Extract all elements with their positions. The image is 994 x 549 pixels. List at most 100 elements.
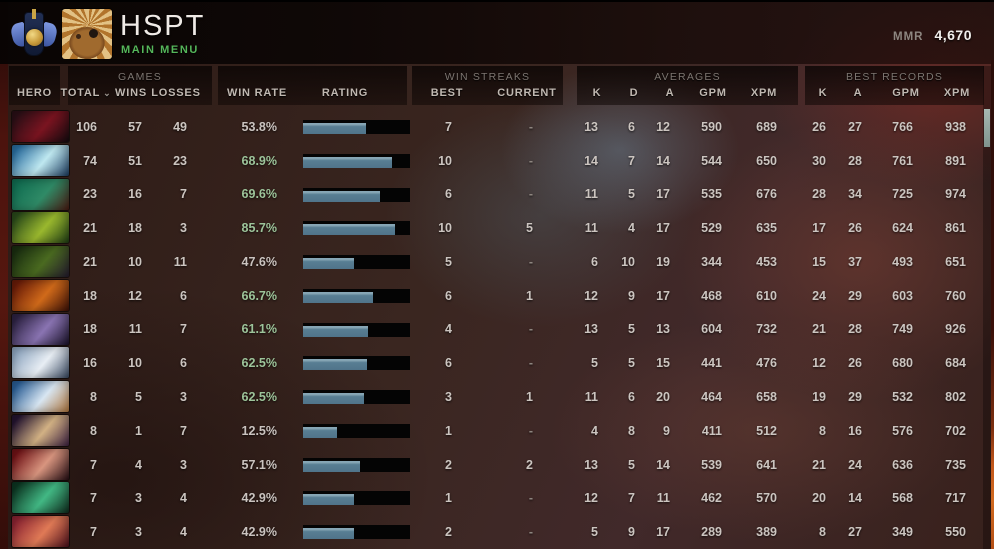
table-row[interactable]: 18 11 7 61.1% 4 - 13 5 13 604 732 21 28 … xyxy=(8,313,984,347)
cell-best-xpm: 702 xyxy=(945,423,966,438)
cell-total-games: 7 xyxy=(90,525,97,540)
column-header-win-rate[interactable]: WIN RATE xyxy=(227,87,287,99)
table-row[interactable]: 16 10 6 62.5% 6 - 5 5 15 441 476 12 26 6… xyxy=(8,346,984,380)
cell-total-games: 7 xyxy=(90,491,97,506)
rating-bar-fill xyxy=(303,426,338,438)
table-row[interactable]: 18 12 6 66.7% 6 1 12 9 17 468 610 24 29 … xyxy=(8,279,984,313)
rating-bar-fill xyxy=(303,359,368,371)
rating-bar-fill xyxy=(303,291,373,303)
rating-bar xyxy=(303,187,410,202)
column-header-best-xpm[interactable]: XPM xyxy=(943,87,971,99)
cell-avg-deaths: 7 xyxy=(628,491,635,506)
cell-avg-gpm: 535 xyxy=(701,187,722,202)
player-avatar[interactable] xyxy=(62,9,112,59)
hero-portrait[interactable] xyxy=(12,246,69,278)
cell-best-xpm: 717 xyxy=(945,491,966,506)
cell-avg-deaths: 5 xyxy=(628,322,635,337)
column-header-hero[interactable]: HERO xyxy=(17,87,52,99)
cell-best-assists: 24 xyxy=(848,457,862,472)
mmr-display: MMR 4,670 xyxy=(893,27,972,43)
hero-portrait[interactable] xyxy=(12,516,69,548)
cell-best-gpm: 761 xyxy=(892,153,913,168)
cell-current-streak: - xyxy=(528,153,533,168)
cell-wins: 1 xyxy=(135,423,142,438)
column-header-current-streak[interactable]: CURRENT xyxy=(497,87,557,99)
table-row[interactable]: 8 1 7 12.5% 1 - 4 8 9 411 512 8 16 576 7… xyxy=(8,414,984,448)
column-header-avg-deaths[interactable]: D xyxy=(629,87,639,99)
hero-portrait[interactable] xyxy=(12,178,69,210)
column-header-total[interactable]: TOTAL ⌄ xyxy=(46,87,126,99)
cell-current-streak: - xyxy=(528,356,533,371)
table-row[interactable]: 7 4 3 57.1% 2 2 13 5 14 539 641 21 24 63… xyxy=(8,448,984,482)
cell-total-games: 74 xyxy=(83,153,97,168)
column-header-rating[interactable]: RATING xyxy=(321,87,369,99)
table-row[interactable]: 74 51 23 68.9% 10 - 14 7 14 544 650 30 2… xyxy=(8,144,984,178)
cell-best-xpm: 938 xyxy=(945,119,966,134)
main-menu-link[interactable]: MAIN MENU xyxy=(121,44,199,56)
table-row[interactable]: 23 16 7 69.6% 6 - 11 5 17 535 676 28 34 … xyxy=(8,178,984,212)
hero-portrait[interactable] xyxy=(12,448,69,480)
cell-avg-xpm: 453 xyxy=(756,254,777,269)
scrollbar-thumb[interactable] xyxy=(984,109,990,147)
table-row[interactable]: 106 57 49 53.8% 7 - 13 6 12 590 689 26 2… xyxy=(8,110,984,144)
cell-losses: 4 xyxy=(180,525,187,540)
rating-bar-fill xyxy=(303,325,369,337)
header-block-winrate-rating xyxy=(218,66,407,105)
column-header-avg-gpm[interactable]: GPM xyxy=(699,87,727,99)
cell-current-streak: 5 xyxy=(526,221,533,236)
column-header-avg-assists[interactable]: A xyxy=(665,87,675,99)
cell-avg-gpm: 529 xyxy=(701,221,722,236)
table-row[interactable]: 21 10 11 47.6% 5 - 6 10 19 344 453 15 37… xyxy=(8,245,984,279)
table-row[interactable]: 8 5 3 62.5% 3 1 11 6 20 464 658 19 29 53… xyxy=(8,380,984,414)
cell-best-kills: 12 xyxy=(812,356,826,371)
cell-best-gpm: 576 xyxy=(892,423,913,438)
cell-avg-xpm: 570 xyxy=(756,491,777,506)
table-header: GAMES WIN STREAKS AVERAGES BEST RECORDS … xyxy=(8,66,984,105)
table-row[interactable]: 21 18 3 85.7% 10 5 11 4 17 529 635 17 26… xyxy=(8,211,984,245)
cell-wins: 3 xyxy=(135,491,142,506)
hero-portrait[interactable] xyxy=(12,381,69,413)
scrollbar-track[interactable] xyxy=(983,66,991,549)
column-header-avg-kills[interactable]: K xyxy=(592,87,602,99)
cell-avg-assists: 13 xyxy=(656,322,670,337)
cell-best-gpm: 603 xyxy=(892,288,913,303)
rating-bar xyxy=(303,423,410,438)
column-header-best-assists[interactable]: A xyxy=(853,87,863,99)
cell-best-streak: 6 xyxy=(445,187,452,202)
cell-avg-assists: 15 xyxy=(656,356,670,371)
hero-portrait[interactable] xyxy=(12,279,69,311)
column-header-losses[interactable]: LOSSES xyxy=(151,87,201,99)
cell-wins: 11 xyxy=(128,322,142,337)
column-header-avg-xpm[interactable]: XPM xyxy=(750,87,778,99)
hero-portrait[interactable] xyxy=(12,347,69,379)
hero-portrait[interactable] xyxy=(12,212,69,244)
cell-best-assists: 26 xyxy=(848,221,862,236)
cell-current-streak: - xyxy=(528,187,533,202)
header-block-best-records xyxy=(805,66,984,105)
column-header-wins[interactable]: WINS xyxy=(115,87,147,99)
table-row[interactable]: 7 3 4 42.9% 1 - 12 7 11 462 570 20 14 56… xyxy=(8,481,984,515)
rating-bar-fill xyxy=(303,156,392,168)
cell-current-streak: - xyxy=(528,119,533,134)
cell-avg-assists: 12 xyxy=(656,119,670,134)
cell-avg-deaths: 4 xyxy=(628,221,635,236)
column-header-best-kills[interactable]: K xyxy=(818,87,828,99)
hero-portrait[interactable] xyxy=(12,414,69,446)
header-block-hero xyxy=(9,66,60,105)
cell-losses: 7 xyxy=(180,187,187,202)
column-header-best-gpm[interactable]: GPM xyxy=(892,87,920,99)
column-header-best-streak[interactable]: BEST xyxy=(430,87,464,99)
hero-portrait[interactable] xyxy=(12,482,69,514)
cell-best-gpm: 636 xyxy=(892,457,913,472)
hero-portrait[interactable] xyxy=(12,144,69,176)
cell-avg-xpm: 635 xyxy=(756,221,777,236)
hero-portrait[interactable] xyxy=(12,111,69,142)
hero-portrait[interactable] xyxy=(12,313,69,345)
cell-avg-deaths: 8 xyxy=(628,423,635,438)
cell-avg-xpm: 476 xyxy=(756,356,777,371)
cell-losses: 7 xyxy=(180,322,187,337)
table-row[interactable]: 7 3 4 42.9% 2 - 5 9 17 289 389 8 27 349 … xyxy=(8,515,984,549)
cell-best-kills: 21 xyxy=(812,322,826,337)
cell-current-streak: - xyxy=(528,322,533,337)
